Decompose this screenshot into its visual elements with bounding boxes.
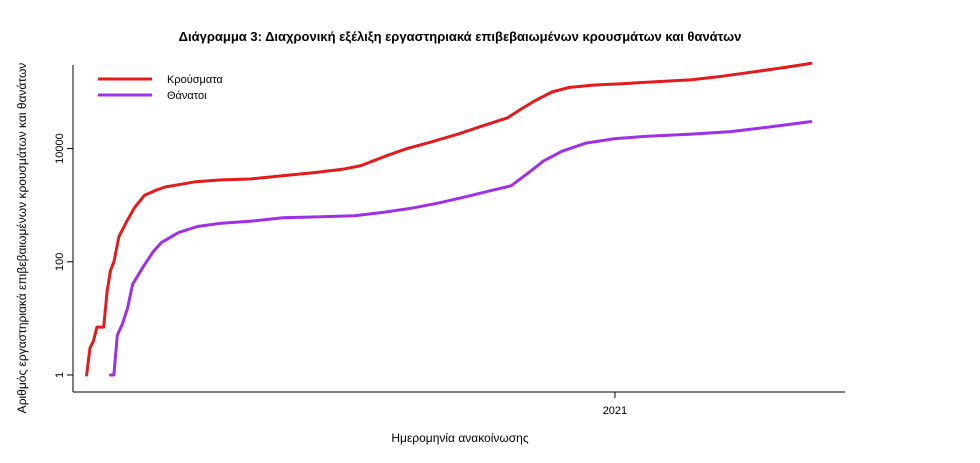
y-tick-label: 100 <box>54 253 66 271</box>
x-tick-label: 2021 <box>603 405 627 417</box>
series-line-1 <box>85 61 813 377</box>
legend-label-1: Κρούσματα <box>167 74 223 86</box>
series-line-2 <box>109 120 813 377</box>
x-axis-label: Ημερομηνία ανακοίνωσης <box>391 431 529 445</box>
y-tick-label: 1 <box>54 372 66 378</box>
legend-label-2: Θάνατοι <box>167 90 207 102</box>
chart-title: Διάγραμμα 3: Διαχρονική εξέλιξη εργαστηρ… <box>178 29 742 44</box>
y-tick-label: 10000 <box>54 133 66 164</box>
